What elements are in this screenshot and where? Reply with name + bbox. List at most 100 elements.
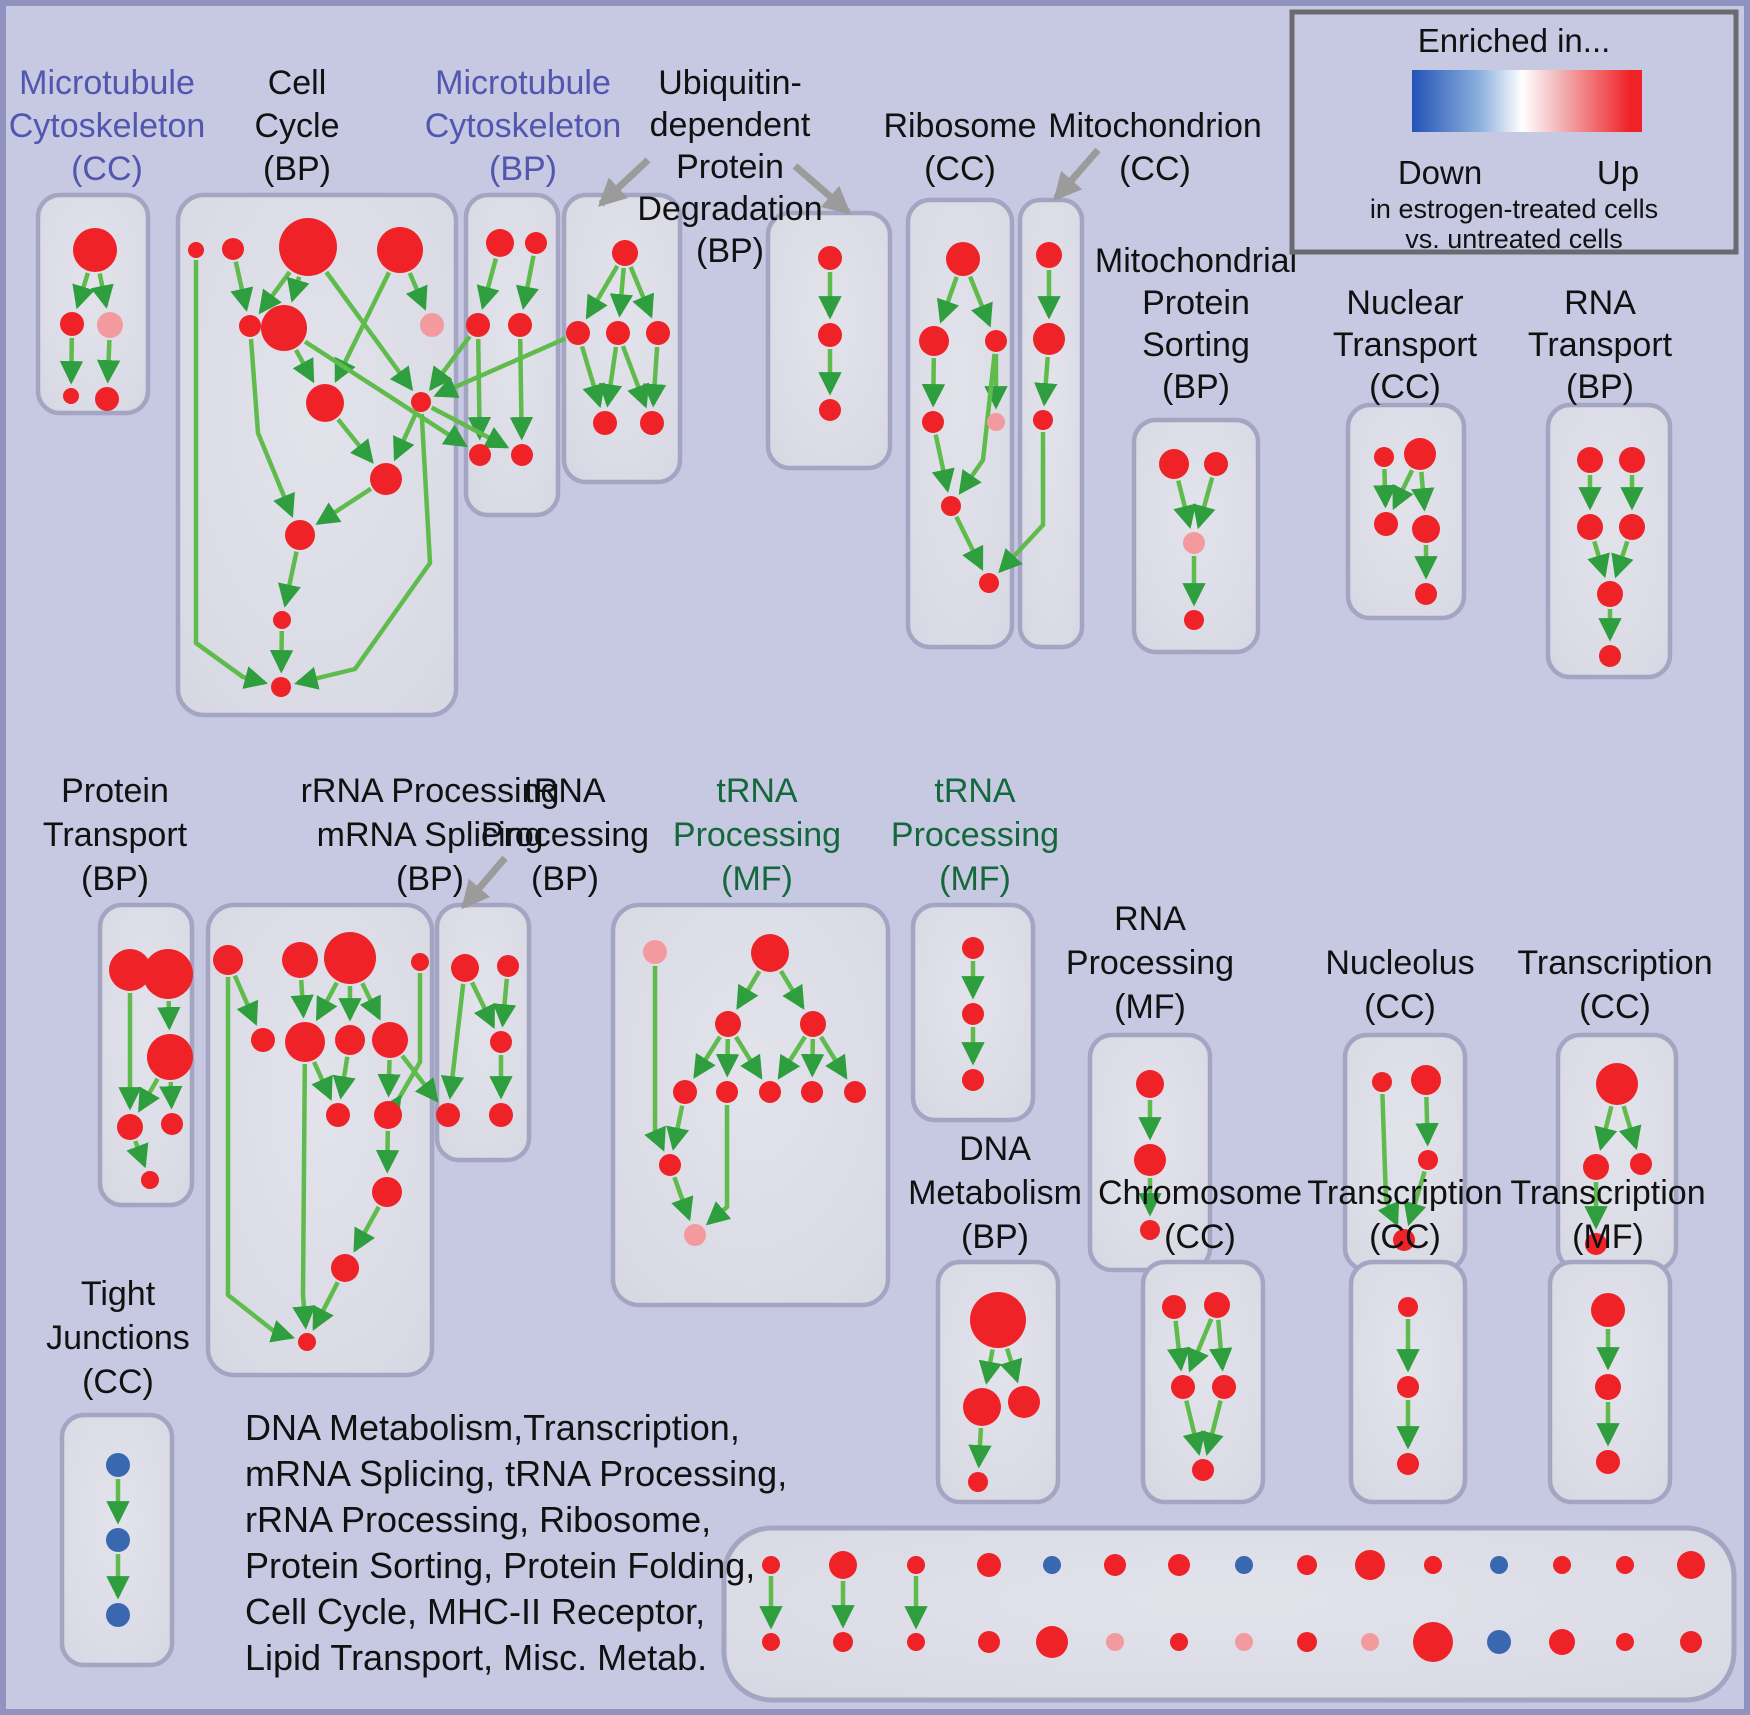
dnam-node-t: [970, 1292, 1026, 1348]
tc3-node-n1: [1397, 1376, 1419, 1398]
edge-arrow: [393, 411, 419, 462]
rrna-box: [205, 902, 435, 1378]
trbp-node-tl: [451, 954, 479, 982]
misc-node-top-13: [1553, 1556, 1571, 1574]
trmf1-node-mr: [800, 1011, 826, 1037]
rrna-node-l: [331, 1254, 359, 1282]
mtbp-node-t1: [486, 229, 514, 257]
edge-arrow: [258, 270, 292, 315]
edge-arrow: [1392, 469, 1415, 511]
cc-node-h: [420, 313, 444, 337]
rrna-node-k: [372, 1177, 402, 1207]
cc-label-line-2: (BP): [263, 150, 331, 188]
cc-label-line-0: Cell: [268, 64, 327, 102]
trmf1-node-r4: [801, 1081, 823, 1103]
edge-arrow: [968, 1427, 992, 1469]
trmf1-node-ml: [715, 1011, 741, 1037]
nucl-label-line-1: (CC): [1364, 988, 1436, 1026]
misc-node-top-8: [1235, 1556, 1253, 1574]
mtcc1-node-n1: [60, 312, 84, 336]
nuct-label-line-2: (CC): [1369, 368, 1441, 406]
trmf2-label-line-2: (MF): [939, 860, 1011, 898]
mtbp-node-m2: [508, 313, 532, 337]
edge-arrow: [1167, 1320, 1191, 1372]
legend-caption-2: vs. untreated cells: [1405, 224, 1623, 254]
chrom-box: [1140, 1259, 1266, 1505]
misc-terms-text-line-3: Protein Sorting, Protein Folding,: [245, 1545, 755, 1586]
rnat-node-tr: [1619, 447, 1645, 473]
misc-node-bottom-4: [978, 1631, 1000, 1653]
ribo-node-bl: [941, 496, 961, 516]
nuct-node-t: [1404, 438, 1436, 470]
misc-node-top-12: [1490, 1556, 1508, 1574]
misc-terms-text-line-1: mRNA Splicing, tRNA Processing,: [245, 1453, 787, 1494]
tc3-label-line-0: Transcription: [1307, 1174, 1502, 1212]
trmf1-label-line-1: Processing: [673, 816, 841, 854]
edge-arrow: [269, 630, 294, 674]
edge-arrow: [931, 434, 955, 493]
misc-node-bottom-3: [907, 1633, 925, 1651]
edge-arrow: [467, 338, 492, 441]
mtbp-node-l2: [511, 444, 533, 466]
ub1-label-line-0: Ubiquitin-: [658, 64, 802, 102]
edge-arrow: [430, 405, 510, 449]
tc2-node-l: [1583, 1154, 1609, 1180]
dnam-label-line-0: DNA: [959, 1130, 1031, 1168]
edge-arrow: [693, 1035, 722, 1079]
misc-node-top-4: [977, 1553, 1001, 1577]
pt-node-c: [147, 1034, 193, 1080]
edge-arrow: [509, 338, 534, 441]
edge-arrow: [644, 966, 666, 1152]
edge-arrow: [332, 1056, 356, 1100]
nuct-node-b: [1415, 583, 1437, 605]
edge-arrow: [334, 271, 392, 383]
edge-arrow: [1411, 471, 1435, 512]
edge-arrow: [248, 338, 295, 518]
edge-arrow: [232, 974, 259, 1026]
ub1-label-line-1: dependent: [650, 106, 811, 144]
edge-arrow: [1618, 1105, 1642, 1151]
misc-terms-text-line-0: DNA Metabolism,Transcription,: [245, 1407, 740, 1448]
cc-node-m: [271, 677, 291, 697]
rnat-label-line-1: Transport: [1528, 326, 1673, 364]
nuct-label-line-1: Transport: [1333, 326, 1478, 364]
trmf1-node-r2: [716, 1081, 738, 1103]
rnat-node-mr: [1619, 514, 1645, 540]
edge-arrow: [1373, 468, 1397, 509]
ub1-node-c3: [646, 321, 670, 345]
ribo-node-lm: [919, 326, 949, 356]
nucl-label-line-0: Nucleolus: [1325, 944, 1474, 982]
ub2-node-n0: [818, 246, 842, 270]
edge-arrow: [733, 1035, 763, 1080]
ub1-label-line-4: (BP): [696, 232, 764, 270]
edge-arrow: [405, 272, 428, 311]
edge-arrow: [999, 1347, 1023, 1384]
chrom-node-tl: [1162, 1295, 1186, 1319]
edge-arrow: [515, 255, 539, 310]
nuct-node-ml: [1374, 512, 1398, 536]
misc-node-bottom-15: [1680, 1631, 1702, 1653]
edge-arrow: [778, 969, 805, 1010]
ub1-label-line-3: Degradation: [637, 190, 822, 228]
rpmf-label-line-2: (MF): [1114, 988, 1186, 1026]
tc2-label-line-1: (CC): [1579, 988, 1651, 1026]
dnam-node-l: [963, 1388, 1001, 1426]
edge-arrow: [705, 1105, 732, 1226]
edge-arrow: [90, 273, 114, 309]
ub2-node-n2: [819, 399, 841, 421]
rnat-node-b: [1599, 645, 1621, 667]
ub1-node-d1: [593, 411, 617, 435]
mtcc1-label-line-0: Microtubule: [19, 64, 195, 102]
edge-arrow: [1200, 1400, 1224, 1456]
misc-node-top-14: [1616, 1556, 1634, 1574]
edge-arrow: [715, 1038, 740, 1078]
edge-arrow: [230, 261, 254, 312]
rrna-label-line-1: mRNA Splicing: [317, 816, 544, 854]
edge-arrow: [492, 978, 517, 1028]
edge-arrow: [671, 1176, 694, 1222]
pt-node-e: [161, 1113, 183, 1135]
edge-arrow: [324, 270, 414, 392]
edge-arrow: [818, 1035, 848, 1080]
misc-node-top-1: [762, 1556, 780, 1574]
